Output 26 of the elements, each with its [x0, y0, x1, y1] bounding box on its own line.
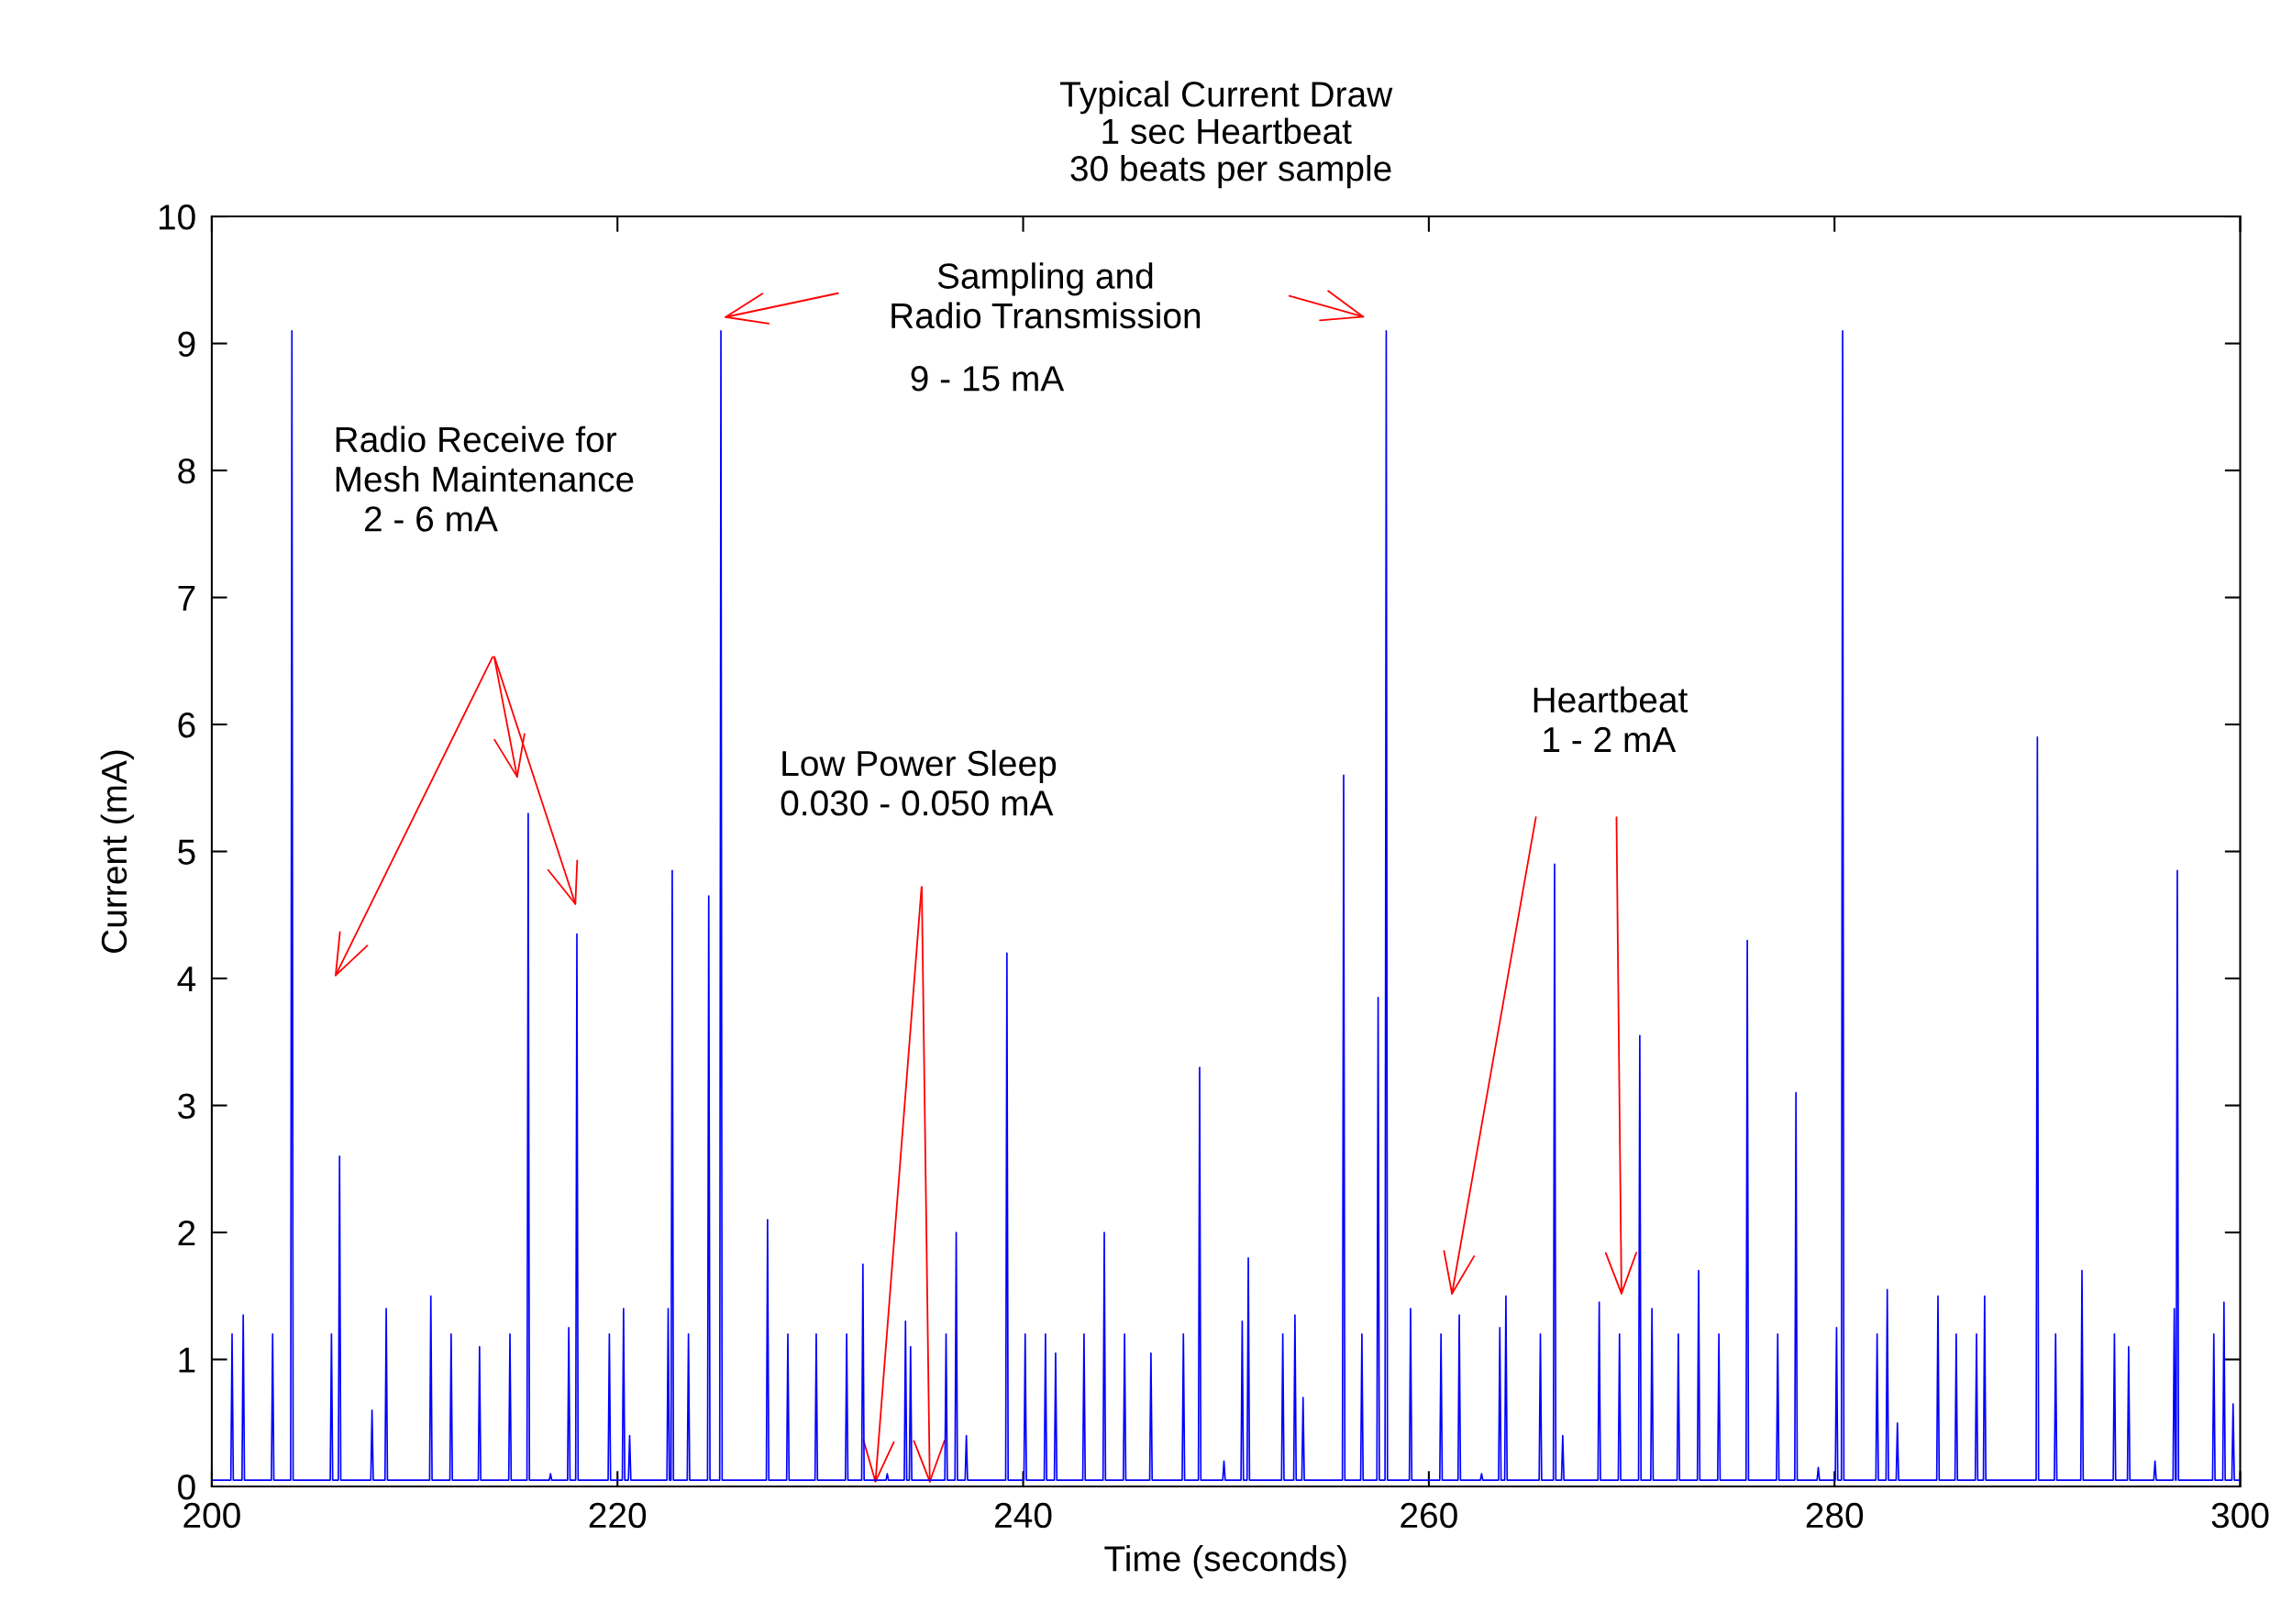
y-tick-label: 2 [178, 1220, 195, 1246]
annotation: Radio Receive for Mesh Maintenance 2 - 6 mA [336, 425, 634, 532]
x-tick-label: 300 [2211, 1502, 2269, 1529]
annotation: Low Power Sleep 0.030 - 0.050 mA [781, 749, 1057, 816]
y-tick-label: 7 [178, 585, 195, 611]
y-tick-label: 9 [178, 331, 195, 358]
x-tick-label: 260 [1401, 1502, 1457, 1529]
y-tick-label: 1 [179, 1347, 195, 1373]
chart-title: Typical Current Draw 1 sec Heartbeat 30 beats per sample [1060, 81, 1393, 189]
x-tick-label: 220 [589, 1502, 647, 1529]
x-tick-label: 280 [1806, 1502, 1864, 1529]
line-series [211, 329, 2241, 1481]
y-tick-label: 5 [178, 839, 195, 866]
annotation: Heartbeat 1 - 2 mA [1534, 686, 1689, 752]
annotation: 9 - 15 mA [911, 366, 1065, 392]
annotation: Sampling and Radio Transmission [891, 262, 1201, 329]
y-tick-label: 4 [177, 967, 196, 992]
y-tick-label: 8 [178, 458, 195, 484]
x-axis-title: Time (seconds) [1104, 1545, 1346, 1579]
y-tick-label: 6 [178, 712, 195, 738]
y-axis-title: Current (mA) [100, 750, 134, 953]
y-tick-label: 10 [159, 204, 195, 230]
x-tick-label: 200 [183, 1502, 240, 1529]
x-tick-label: 240 [995, 1502, 1052, 1529]
y-tick-label: 0 [178, 1474, 195, 1500]
y-tick-label: 3 [178, 1093, 195, 1119]
